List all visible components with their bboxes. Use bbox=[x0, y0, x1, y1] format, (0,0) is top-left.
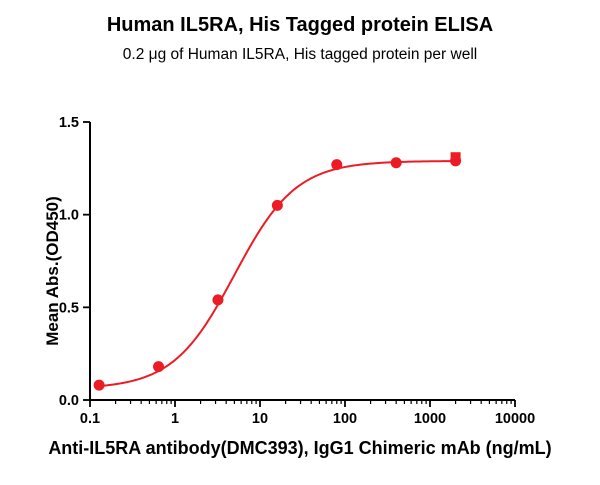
x-tick-label: 1 bbox=[171, 411, 179, 427]
data-point-circle bbox=[93, 379, 105, 391]
chart-title: Human IL5RA, His Tagged protein ELISA bbox=[106, 14, 494, 36]
data-point-circle bbox=[271, 199, 283, 211]
data-point-circle bbox=[153, 361, 165, 373]
x-tick-label: 0.1 bbox=[80, 411, 100, 427]
y-tick-label: 1.5 bbox=[59, 115, 79, 131]
x-tick-label: 1000 bbox=[414, 411, 446, 427]
y-axis-label: Mean Abs.(OD450) bbox=[43, 196, 62, 346]
y-tick-label: 0.5 bbox=[59, 300, 79, 316]
x-tick-label: 10 bbox=[252, 411, 268, 427]
data-point-circle bbox=[450, 155, 462, 167]
x-tick-label: 100 bbox=[333, 411, 357, 427]
data-point-circle bbox=[212, 294, 224, 306]
data-point-circle bbox=[331, 159, 343, 171]
y-tick-label: 0.0 bbox=[59, 393, 79, 409]
x-tick-label: 10000 bbox=[495, 411, 535, 427]
x-axis-label: Anti-IL5RA antibody(DMC393), IgG1 Chimer… bbox=[48, 438, 552, 458]
fit-curve bbox=[99, 160, 456, 388]
chart-subtitle: 0.2 μg of Human IL5RA, His tagged protei… bbox=[122, 46, 478, 63]
data-point-circle bbox=[390, 157, 402, 169]
y-tick-label: 1.0 bbox=[59, 208, 79, 224]
